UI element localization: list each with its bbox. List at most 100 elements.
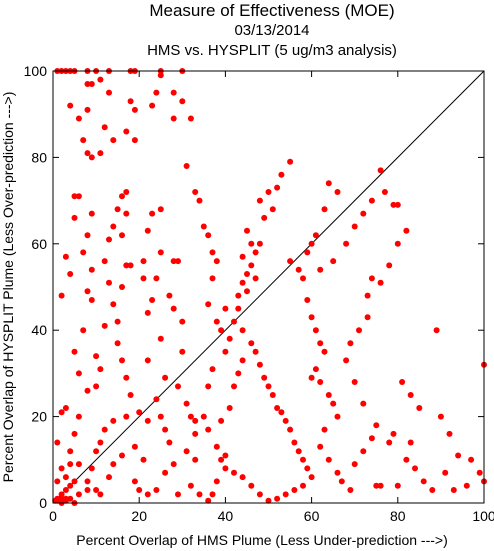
data-point [269, 206, 276, 213]
data-point [93, 383, 100, 390]
data-point [252, 275, 259, 282]
x-tick-label: 0 [49, 508, 57, 524]
data-point [256, 197, 263, 204]
data-point [360, 400, 367, 407]
data-points-layer [52, 68, 487, 506]
data-point [153, 487, 160, 493]
data-point [84, 487, 91, 493]
data-point [192, 430, 199, 437]
data-point [157, 249, 164, 256]
data-point [282, 491, 289, 498]
data-point [144, 227, 151, 234]
data-point [80, 327, 87, 334]
data-point [179, 318, 186, 325]
data-point [222, 305, 229, 312]
data-point [317, 443, 324, 450]
data-point [282, 417, 289, 424]
data-point [200, 223, 207, 230]
data-point [119, 357, 125, 364]
data-point [106, 89, 112, 96]
data-point [131, 106, 138, 113]
data-point [62, 487, 69, 493]
data-point [157, 335, 164, 342]
data-point [166, 439, 173, 446]
data-point [343, 240, 350, 247]
data-point [308, 374, 315, 381]
data-point [88, 81, 95, 87]
data-point [351, 223, 358, 230]
data-point [123, 210, 130, 217]
data-point [403, 227, 410, 234]
data-point [239, 279, 246, 286]
data-point [153, 275, 160, 282]
data-point [213, 478, 220, 485]
data-point [84, 81, 91, 87]
data-point [170, 305, 177, 312]
data-point [256, 491, 263, 498]
data-point [114, 340, 121, 347]
data-point [252, 348, 259, 355]
chart-date: 03/13/2014 [234, 22, 309, 39]
data-point [213, 443, 220, 450]
data-point [235, 370, 242, 377]
data-point [140, 275, 147, 282]
data-point [179, 98, 186, 105]
data-point [368, 275, 375, 282]
data-point [218, 456, 225, 463]
data-point [157, 413, 164, 420]
data-point [386, 439, 393, 446]
data-point [476, 469, 483, 476]
data-point [455, 452, 462, 459]
data-point [67, 271, 74, 277]
data-point [468, 456, 475, 463]
x-tick-label: 20 [131, 508, 147, 524]
data-point [325, 392, 332, 398]
data-point [450, 487, 457, 493]
data-point [84, 150, 91, 157]
data-point [71, 478, 78, 485]
data-point [119, 452, 125, 459]
data-point [200, 413, 207, 420]
data-point [381, 189, 388, 195]
data-point [71, 214, 78, 221]
data-point [131, 478, 138, 485]
data-point [119, 284, 125, 290]
data-point [192, 456, 199, 463]
x-tick-label: 100 [472, 508, 494, 524]
data-point [80, 137, 87, 144]
data-point [412, 465, 418, 472]
data-point [131, 137, 138, 144]
data-point [222, 452, 229, 459]
data-point [231, 318, 237, 325]
data-point [67, 482, 74, 489]
data-point [321, 426, 328, 433]
data-point [106, 279, 112, 286]
data-point [317, 340, 324, 347]
data-point [101, 426, 108, 433]
data-point [67, 102, 74, 109]
data-point [71, 348, 78, 355]
data-point [170, 115, 177, 122]
data-point [179, 348, 186, 355]
data-point [140, 258, 147, 265]
data-point [170, 461, 177, 468]
data-point [170, 89, 177, 96]
data-point [75, 193, 82, 200]
data-point [144, 357, 151, 364]
data-point [334, 189, 341, 195]
data-point [88, 210, 95, 217]
data-point [149, 210, 156, 217]
plot-frame [52, 70, 485, 504]
data-point [170, 258, 177, 265]
chart-title: Measure of Effectiveness (MOE) [149, 1, 394, 20]
data-point [231, 383, 237, 390]
data-point [187, 413, 194, 420]
data-point [312, 232, 319, 239]
data-point [175, 383, 181, 390]
data-point [114, 318, 121, 325]
data-point [127, 262, 134, 269]
data-point [110, 137, 117, 144]
data-point [97, 76, 104, 83]
data-point [162, 374, 169, 381]
data-point [351, 461, 358, 468]
